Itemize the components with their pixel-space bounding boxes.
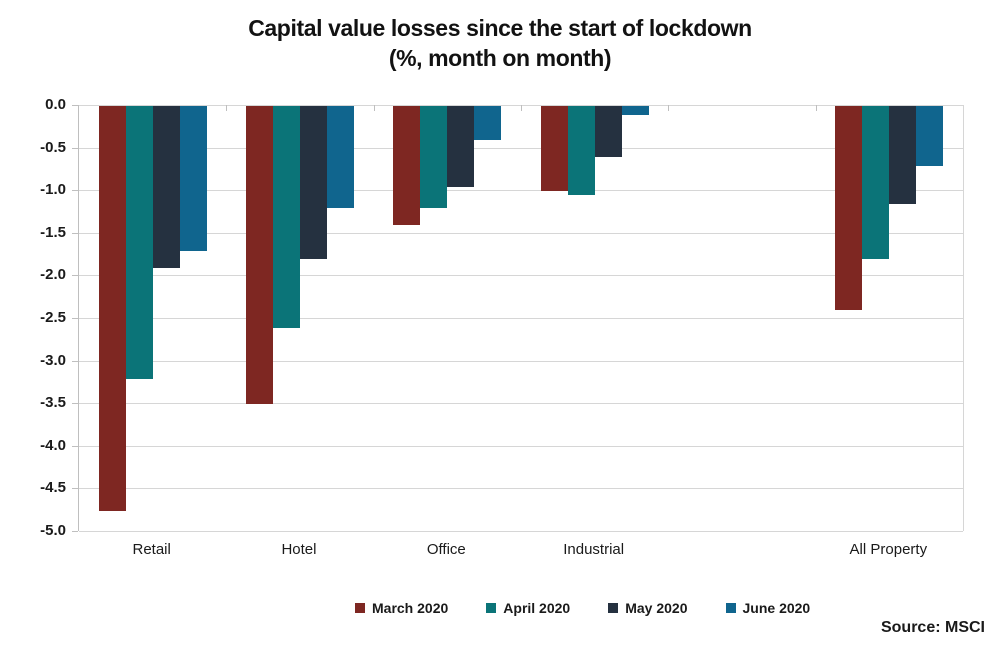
y-axis-tick	[72, 147, 78, 149]
x-axis-tick	[226, 105, 228, 111]
category-label-office: Office	[426, 541, 466, 558]
y-axis-label: -4.5	[40, 479, 66, 497]
bar-march-2020-retail	[98, 106, 126, 511]
bar-june-2020-industrial	[621, 106, 649, 115]
category-label-industrial: Industrial	[563, 541, 625, 558]
bar-may-2020-industrial	[594, 106, 622, 158]
category-label-hotel: Hotel	[281, 541, 317, 558]
legend-swatch	[355, 603, 365, 613]
legend-label: June 2020	[742, 600, 811, 616]
y-axis-label: -2.5	[40, 309, 66, 326]
category-label-all-property: All Property	[849, 541, 928, 558]
y-axis-label: -2.0	[40, 266, 66, 284]
chart-title-block: Capital value losses since the start of …	[0, 13, 1000, 73]
bar-april-2020-all-property	[862, 106, 890, 260]
bar-march-2020-office	[393, 106, 421, 226]
y-axis-tick	[72, 445, 78, 447]
bar-april-2020-office	[420, 106, 448, 209]
x-axis-tick	[521, 105, 522, 111]
y-axis-label: -3.5	[40, 394, 66, 412]
bar-june-2020-retail	[179, 106, 207, 251]
legend-label: April 2020	[503, 600, 571, 616]
x-axis-tick	[815, 105, 817, 111]
y-axis-tick	[72, 275, 78, 277]
gridline	[79, 318, 963, 319]
gridline	[79, 445, 963, 447]
gridline	[79, 531, 963, 532]
legend-label: May 2020	[625, 600, 688, 616]
bar-june-2020-office	[474, 106, 502, 141]
bar-june-2020-all-property	[916, 106, 944, 166]
legend-swatch	[608, 603, 619, 613]
plot-area	[72, 105, 964, 532]
y-axis-label: -4.0	[40, 436, 66, 454]
legend-swatch	[725, 603, 736, 613]
y-axis-label: -0.5	[40, 138, 66, 156]
gridline	[79, 232, 963, 234]
x-axis-tick	[668, 105, 670, 111]
chart-title: Capital value losses since the start of …	[248, 15, 752, 41]
y-axis-tick	[72, 360, 78, 362]
bar-june-2020-hotel	[327, 106, 354, 209]
gridline	[79, 147, 963, 149]
source-text: Source: MSCI	[880, 619, 985, 636]
legend-swatch	[486, 603, 497, 613]
category-label-retail: Retail	[132, 541, 171, 558]
bar-april-2020-industrial	[567, 106, 595, 196]
y-axis-label: -1.0	[40, 181, 66, 199]
gridline	[79, 488, 963, 490]
bar-may-2020-all-property	[889, 106, 917, 204]
bar-april-2020-hotel	[273, 106, 300, 328]
y-axis-tick	[72, 190, 78, 192]
gridline	[79, 360, 963, 362]
legend-item-april-2020: April 2020	[486, 600, 570, 616]
legend-item-may-2020: May 2020	[608, 600, 688, 616]
y-axis-tick	[72, 403, 78, 405]
x-axis-tick	[373, 105, 375, 111]
bar-may-2020-office	[447, 106, 475, 187]
chart-subtitle: (%, month on month)	[388, 45, 612, 71]
bar-march-2020-all-property	[835, 106, 863, 311]
bar-march-2020-industrial	[540, 106, 568, 192]
bar-march-2020-hotel	[246, 106, 273, 405]
legend-label: March 2020	[372, 600, 449, 616]
y-axis-tick	[72, 531, 78, 532]
bar-may-2020-retail	[152, 106, 180, 268]
y-axis-label: -3.0	[40, 351, 66, 369]
y-axis-tick	[72, 232, 78, 234]
y-axis-label: -5.0	[40, 522, 66, 539]
y-axis-label: -1.5	[40, 223, 66, 241]
bar-april-2020-retail	[125, 106, 153, 379]
gridline	[79, 190, 963, 192]
y-axis-tick	[72, 488, 78, 490]
y-axis-tick	[72, 105, 78, 106]
legend-item-march-2020: March 2020	[355, 600, 448, 616]
y-axis-tick	[72, 318, 78, 319]
gridline	[79, 275, 963, 277]
legend-item-june-2020: June 2020	[725, 600, 811, 616]
bar-may-2020-hotel	[300, 106, 327, 260]
y-axis-label: 0.0	[45, 96, 66, 113]
legend: March 2020 April 2020 May 2020 June 2020	[355, 600, 810, 616]
gridline	[79, 403, 963, 405]
